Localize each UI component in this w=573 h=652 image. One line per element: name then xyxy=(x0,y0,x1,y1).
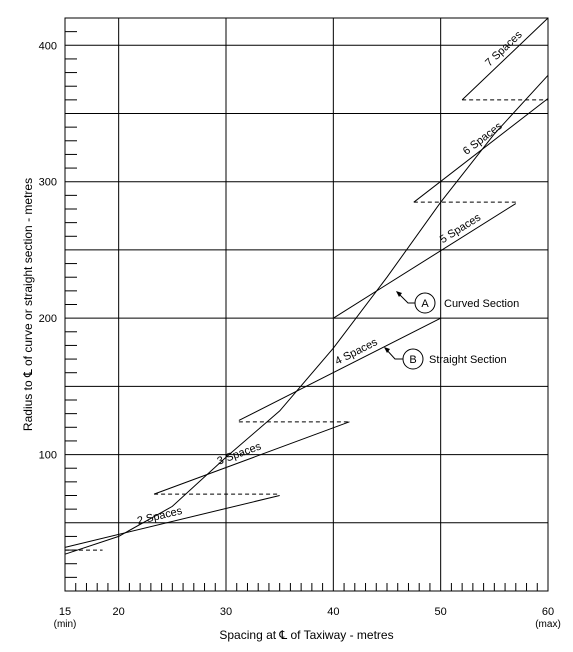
spaces-segment-line xyxy=(461,17,549,101)
y-tick-label: 200 xyxy=(39,313,57,325)
x-tick-label: 30 xyxy=(220,606,232,618)
spaces-segment-line xyxy=(64,495,280,548)
x-tick-label: 20 xyxy=(113,606,125,618)
spaces-label: 3 Spaces xyxy=(216,440,264,467)
x-tick-label: 40 xyxy=(327,606,339,618)
grid-layer xyxy=(65,18,548,591)
x-tick-label: 60 xyxy=(542,606,554,618)
x-tick-sublabel: (min) xyxy=(54,619,77,630)
x-axis-title: Spacing at ℄ of Taxiway - metres xyxy=(219,628,393,642)
marker-b-leader xyxy=(384,347,403,360)
y-tick-label: 300 xyxy=(39,177,57,189)
x-tick-label: 15 xyxy=(59,606,71,618)
marker-a-arrowhead xyxy=(396,291,402,297)
x-tick-label: 50 xyxy=(435,606,447,618)
y-tick-label: 100 xyxy=(39,450,57,462)
marker-b-letter: B xyxy=(409,354,416,366)
y-tick-label: 400 xyxy=(39,40,57,52)
y-axis-title: Radius to ℄ of curve or straight section… xyxy=(21,178,35,431)
spaces-segment-line xyxy=(333,203,517,319)
spaces-segment-line xyxy=(238,317,441,421)
spaces-label: 6 Spaces xyxy=(461,120,505,158)
spaces-segment-line xyxy=(413,98,549,203)
curved-section-label: Curved Section xyxy=(444,298,519,310)
spaces-label: 7 Spaces xyxy=(483,29,525,70)
straight-section-label: Straight Section xyxy=(429,354,507,366)
marker-a-leader xyxy=(396,291,415,304)
spaces-segment-line xyxy=(153,421,350,495)
x-tick-sublabel: (max) xyxy=(535,619,561,630)
marker-b-arrowhead xyxy=(384,347,390,353)
series-layer xyxy=(64,17,549,555)
tick-layer xyxy=(65,31,538,591)
spaces-label: 4 Spaces xyxy=(333,336,380,368)
curved-section-line xyxy=(64,74,549,555)
marker-a-letter: A xyxy=(421,298,429,310)
plot-frame xyxy=(64,17,549,592)
